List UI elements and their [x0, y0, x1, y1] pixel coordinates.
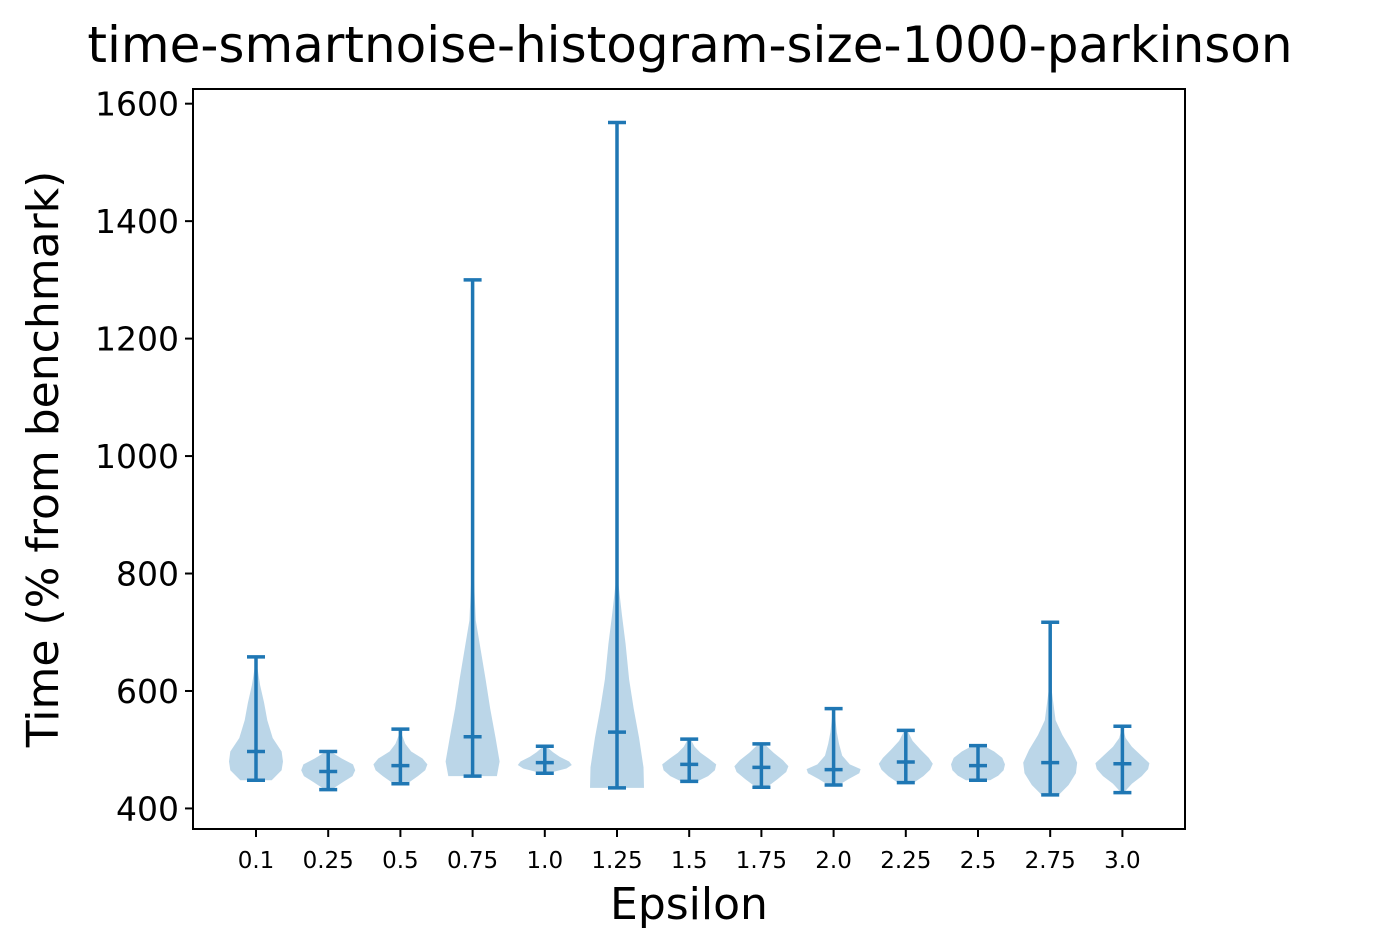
x-tick-label: 3.0	[1104, 848, 1141, 874]
violin-2.75	[1023, 620, 1078, 797]
violin-2.0	[806, 706, 861, 787]
x-axis-label: Epsilon	[610, 879, 768, 930]
violin-3.0	[1095, 724, 1150, 795]
violin-0.1	[229, 655, 283, 783]
violin-1.5	[662, 737, 717, 784]
x-tick-label: 1.0	[527, 848, 564, 874]
violin-0.25	[301, 749, 356, 792]
violin-2.25	[878, 728, 933, 785]
violin-1.25	[590, 120, 644, 790]
x-tick-label: 2.0	[815, 848, 852, 874]
plot-frame	[192, 88, 1186, 830]
x-tick-label: 1.25	[591, 848, 642, 874]
violin-2.5	[951, 743, 1005, 783]
x-tick-label: 1.5	[671, 848, 708, 874]
y-tick-label: 400	[116, 789, 179, 828]
x-tick-label: 2.25	[880, 848, 931, 874]
y-tick-label: 800	[116, 555, 179, 594]
violin-1.75	[734, 742, 789, 790]
x-tick-label: 0.1	[238, 848, 275, 874]
x-tick-label: 2.5	[960, 848, 997, 874]
violin-0.75	[445, 278, 500, 778]
x-tick-label: 2.75	[1025, 848, 1076, 874]
violin-1.0	[517, 744, 572, 775]
y-tick-label: 1200	[95, 320, 179, 359]
x-tick-label: 0.5	[382, 848, 419, 874]
x-axis: 0.1 0.25 0.5 0.75 1.0 1.25 1.5 1.75 2.0 2.25 2.5 2.…	[238, 829, 1141, 874]
y-tick-label: 1400	[95, 202, 179, 241]
y-tick-label: 1000	[95, 437, 179, 476]
y-tick-label: 1600	[95, 85, 179, 124]
x-tick-label: 0.25	[303, 848, 354, 874]
violin-0.5	[373, 727, 428, 786]
x-tick-label: 1.75	[736, 848, 787, 874]
x-tick-label: 0.75	[447, 848, 498, 874]
violin-group	[229, 120, 1150, 797]
y-axis: 400 600 800 1000 1200 1400 1600	[95, 85, 193, 828]
y-axis-label: Time (% from benchmark)	[18, 171, 69, 749]
y-tick-label: 600	[116, 672, 179, 711]
chart-title: time-smartnoise-histogram-size-1000-park…	[87, 16, 1292, 74]
